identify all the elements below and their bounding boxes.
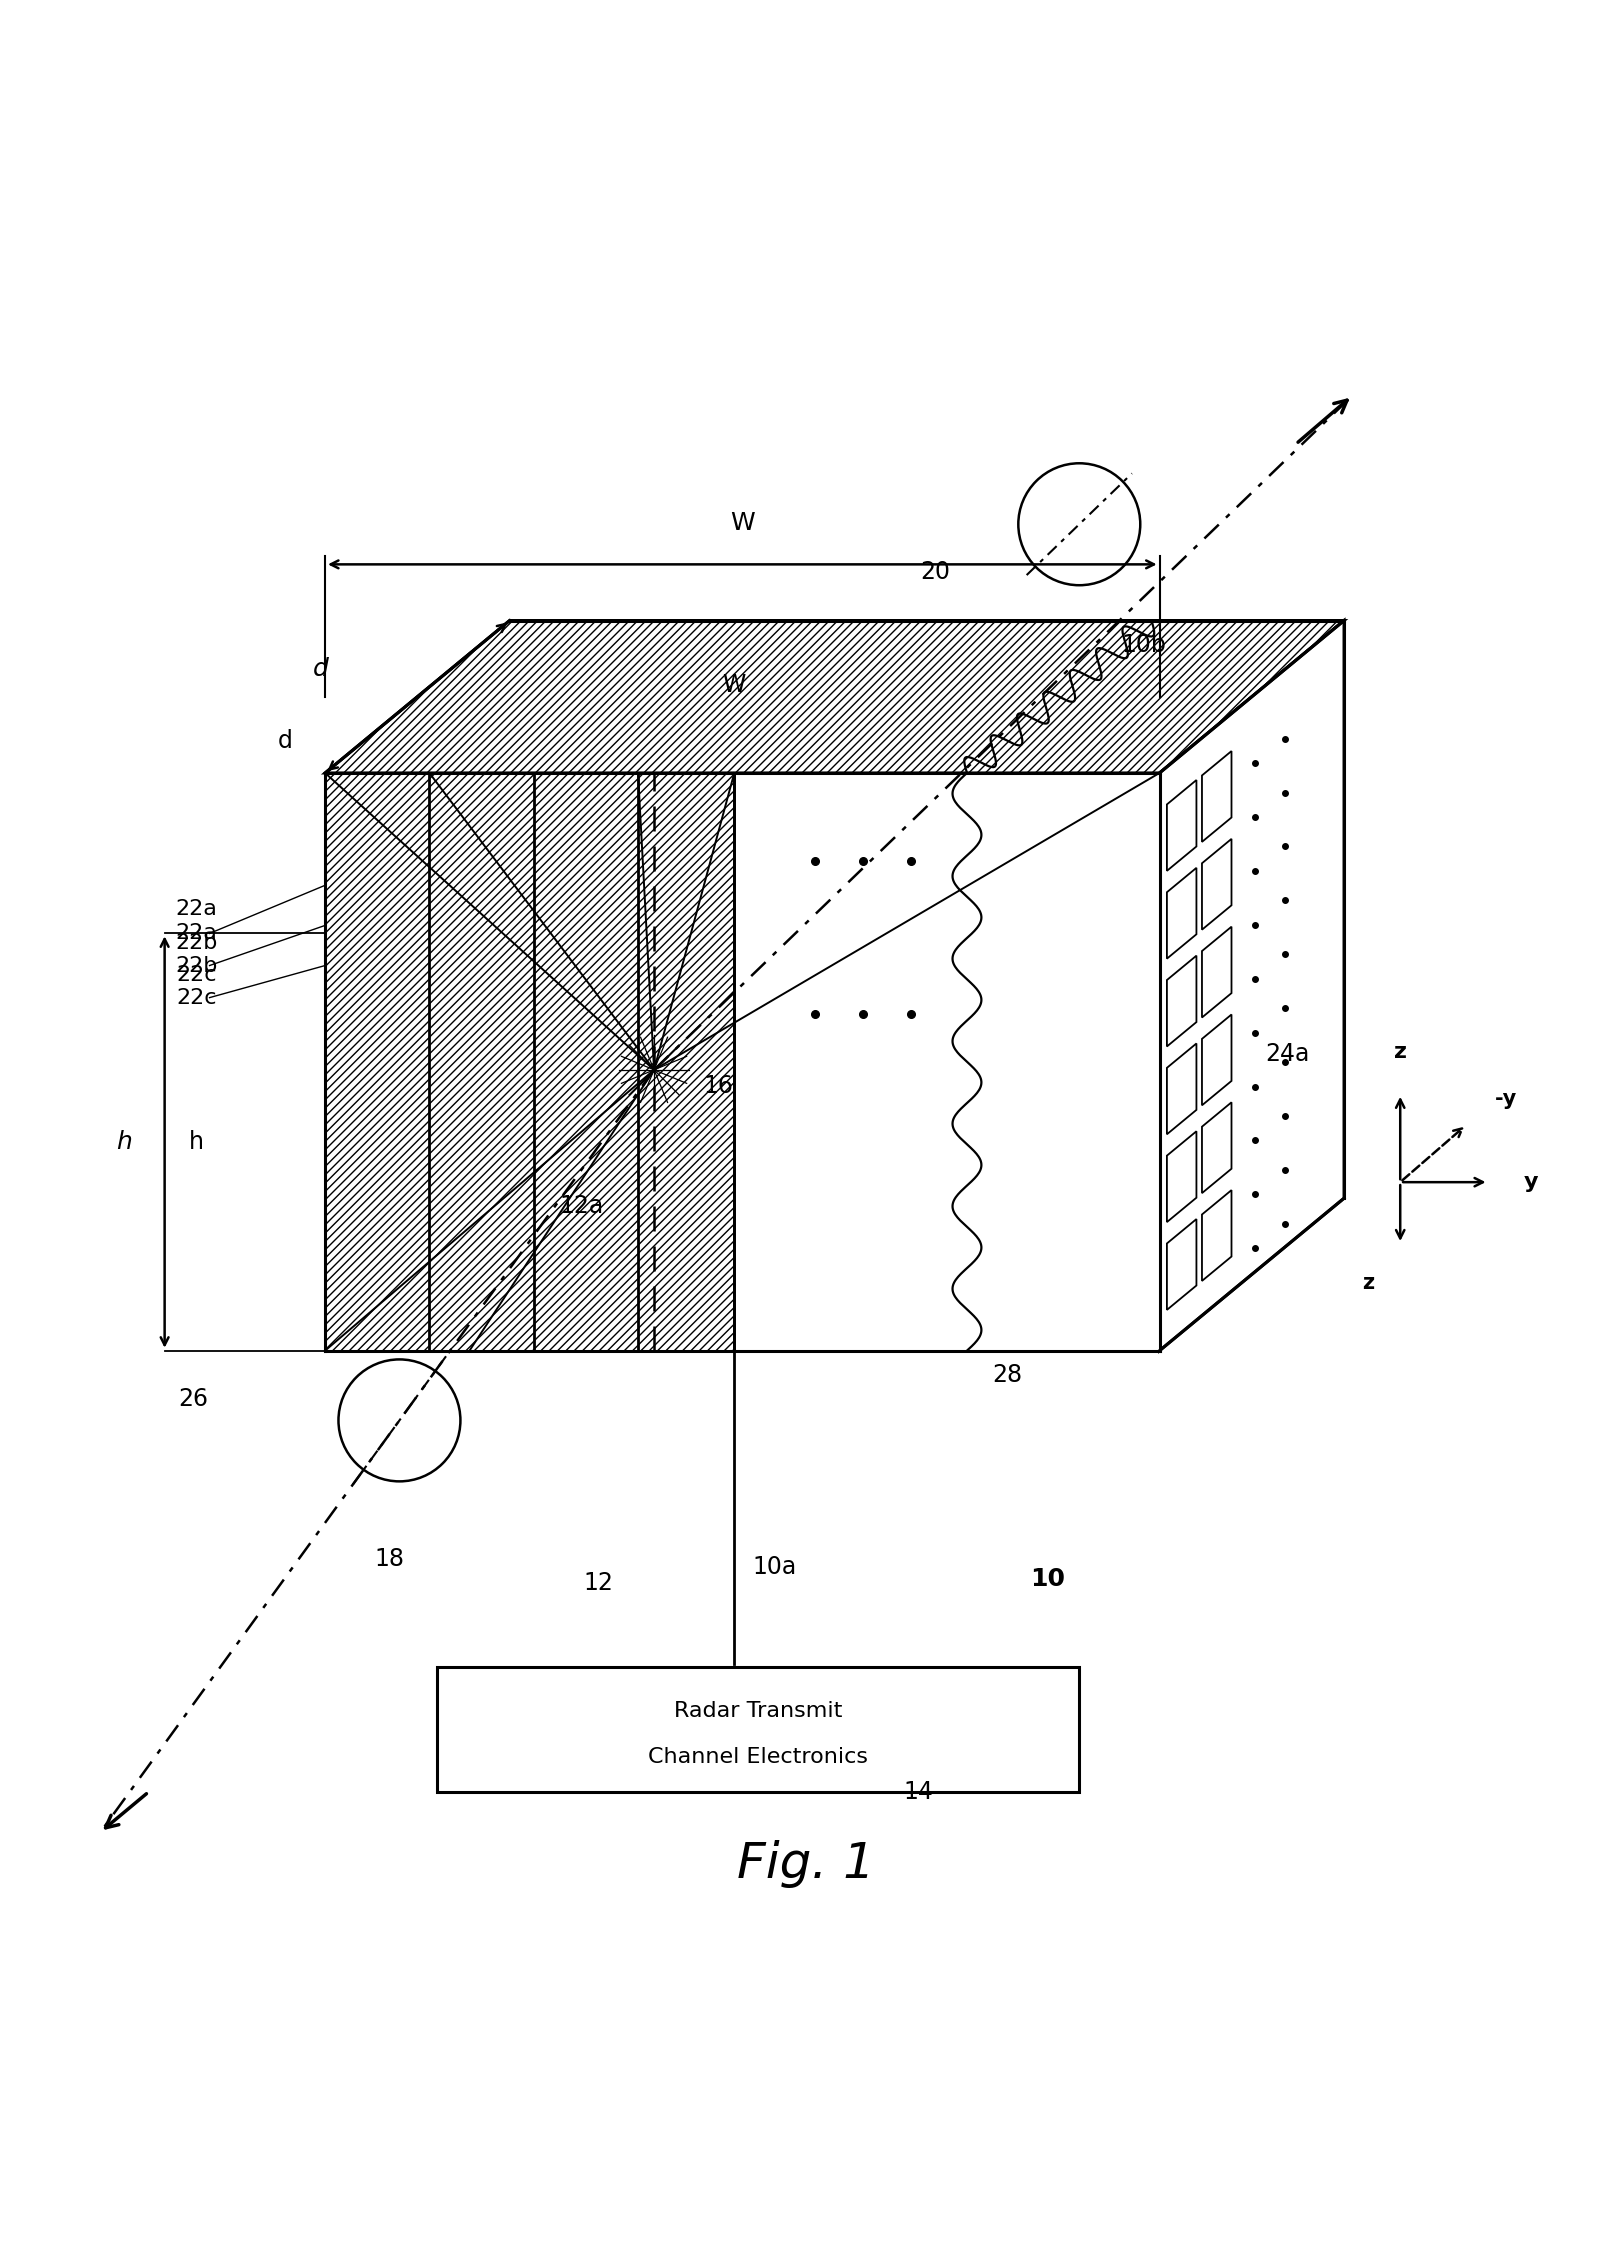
Text: 22b: 22b bbox=[176, 955, 218, 975]
Polygon shape bbox=[326, 772, 734, 1351]
Bar bbox=[437, 1666, 1079, 1793]
Text: 22a: 22a bbox=[176, 899, 218, 919]
Text: Channel Electronics: Channel Electronics bbox=[648, 1748, 868, 1768]
Text: 22a: 22a bbox=[176, 923, 218, 944]
Text: d: d bbox=[277, 730, 292, 752]
Polygon shape bbox=[734, 772, 1160, 1351]
Text: 22c: 22c bbox=[176, 989, 218, 1007]
Text: h: h bbox=[189, 1131, 205, 1153]
Text: d: d bbox=[313, 658, 329, 680]
Text: h: h bbox=[116, 1131, 132, 1153]
Text: 22b: 22b bbox=[176, 932, 218, 953]
Text: 12a: 12a bbox=[560, 1194, 603, 1218]
Text: y: y bbox=[1524, 1171, 1539, 1191]
Text: 10a: 10a bbox=[752, 1556, 797, 1579]
Text: Radar Transmit: Radar Transmit bbox=[674, 1700, 842, 1721]
Polygon shape bbox=[326, 622, 1344, 772]
Text: Fig. 1: Fig. 1 bbox=[737, 1840, 876, 1887]
Text: 28: 28 bbox=[992, 1362, 1023, 1387]
Text: 14: 14 bbox=[903, 1779, 934, 1804]
Text: 10b: 10b bbox=[1121, 633, 1166, 658]
Text: -y: -y bbox=[1495, 1088, 1518, 1108]
Text: 16: 16 bbox=[703, 1074, 734, 1099]
Text: W: W bbox=[731, 511, 755, 536]
Polygon shape bbox=[1160, 622, 1344, 1351]
Text: 10: 10 bbox=[1029, 1567, 1065, 1590]
Text: 24a: 24a bbox=[1266, 1043, 1310, 1065]
Text: z: z bbox=[1361, 1272, 1374, 1293]
Text: 22c: 22c bbox=[176, 966, 218, 984]
Text: W: W bbox=[723, 673, 745, 696]
Text: 18: 18 bbox=[374, 1547, 405, 1572]
Text: z: z bbox=[1394, 1043, 1407, 1061]
Text: 26: 26 bbox=[179, 1387, 208, 1410]
Text: 20: 20 bbox=[919, 561, 950, 583]
Text: 12: 12 bbox=[582, 1572, 613, 1594]
